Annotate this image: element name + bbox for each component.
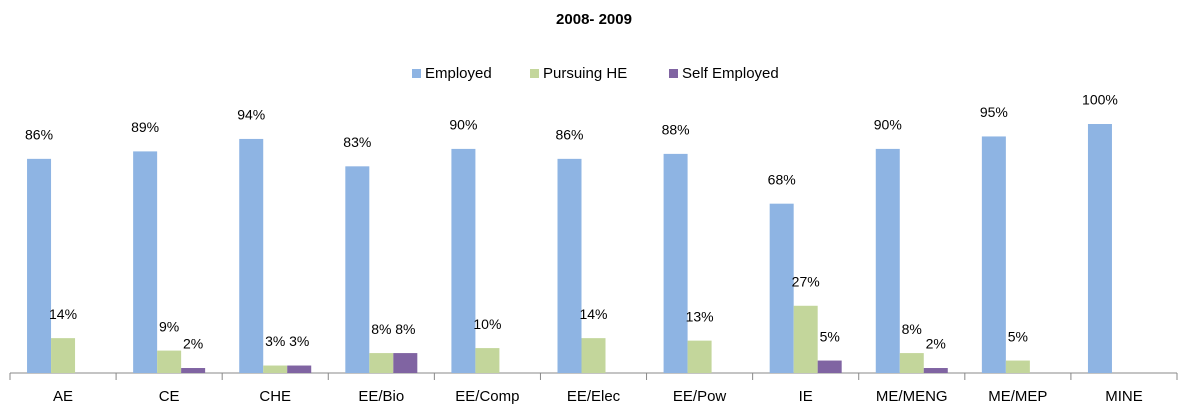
- x-tick-label: MINE: [1105, 388, 1143, 405]
- bar: [345, 166, 370, 373]
- value-label: 100%: [1082, 92, 1118, 108]
- bar: [369, 353, 394, 373]
- value-label: 14%: [579, 306, 607, 322]
- bar: [899, 353, 924, 373]
- value-label: 9%: [159, 318, 179, 334]
- x-tick-label: ME/MENG: [876, 388, 948, 405]
- bar: [287, 365, 312, 373]
- chart-title: 2008- 2009: [556, 11, 632, 28]
- legend-swatch: [530, 69, 539, 78]
- bar: [157, 350, 182, 373]
- value-label: 88%: [662, 122, 690, 138]
- value-label: 89%: [131, 119, 159, 135]
- legend-label: Employed: [425, 65, 492, 82]
- value-label: 8%: [902, 321, 922, 337]
- bar: [239, 138, 264, 373]
- x-tick-label: IE: [799, 388, 813, 405]
- value-label: 5%: [1008, 328, 1028, 344]
- bar: [1005, 360, 1030, 373]
- x-tick-label: EE/Elec: [567, 388, 621, 405]
- x-tick-label: CE: [159, 388, 180, 405]
- bar: [981, 136, 1006, 373]
- bar: [393, 353, 418, 373]
- x-tick-label: EE/Comp: [455, 388, 519, 405]
- value-label: 13%: [686, 308, 714, 324]
- bar: [769, 203, 794, 373]
- x-tick-label: AE: [53, 388, 73, 405]
- legend-swatch: [669, 69, 678, 78]
- bar: [793, 305, 818, 373]
- legend-label: Pursuing HE: [543, 65, 627, 82]
- bar: [663, 153, 688, 373]
- bar: [923, 368, 948, 373]
- bar: [27, 158, 52, 373]
- value-label: 5%: [820, 328, 840, 344]
- x-tick-label: EE/Bio: [358, 388, 404, 405]
- value-label: 2%: [926, 336, 946, 352]
- bar: [51, 338, 76, 373]
- value-label: 90%: [449, 117, 477, 133]
- x-tick-label: CHE: [259, 388, 291, 405]
- value-label: 83%: [343, 134, 371, 150]
- value-label: 90%: [874, 117, 902, 133]
- x-tick-label: EE/Pow: [673, 388, 727, 405]
- value-label: 8%: [371, 321, 391, 337]
- value-label: 27%: [792, 273, 820, 289]
- x-tick-label: ME/MEP: [988, 388, 1047, 405]
- value-label: 10%: [473, 316, 501, 332]
- value-label: 8%: [395, 321, 415, 337]
- bar: [817, 360, 842, 373]
- bar: [133, 151, 158, 373]
- value-label: 86%: [25, 127, 53, 143]
- bar: [557, 158, 582, 373]
- legend-swatch: [412, 69, 421, 78]
- value-label: 86%: [555, 127, 583, 143]
- bar: [451, 148, 476, 373]
- value-label: 94%: [237, 107, 265, 123]
- value-label: 68%: [768, 171, 796, 187]
- bar: [581, 338, 606, 373]
- value-label: 3%: [289, 333, 309, 349]
- value-label: 3%: [265, 333, 285, 349]
- bar: [475, 348, 500, 373]
- value-label: 14%: [49, 306, 77, 322]
- value-label: 95%: [980, 104, 1008, 120]
- bar: [687, 340, 712, 373]
- value-label: 2%: [183, 336, 203, 352]
- bar: [875, 148, 900, 373]
- bar: [263, 365, 288, 373]
- bar: [1087, 124, 1112, 373]
- legend-label: Self Employed: [682, 65, 779, 82]
- bar: [181, 368, 206, 373]
